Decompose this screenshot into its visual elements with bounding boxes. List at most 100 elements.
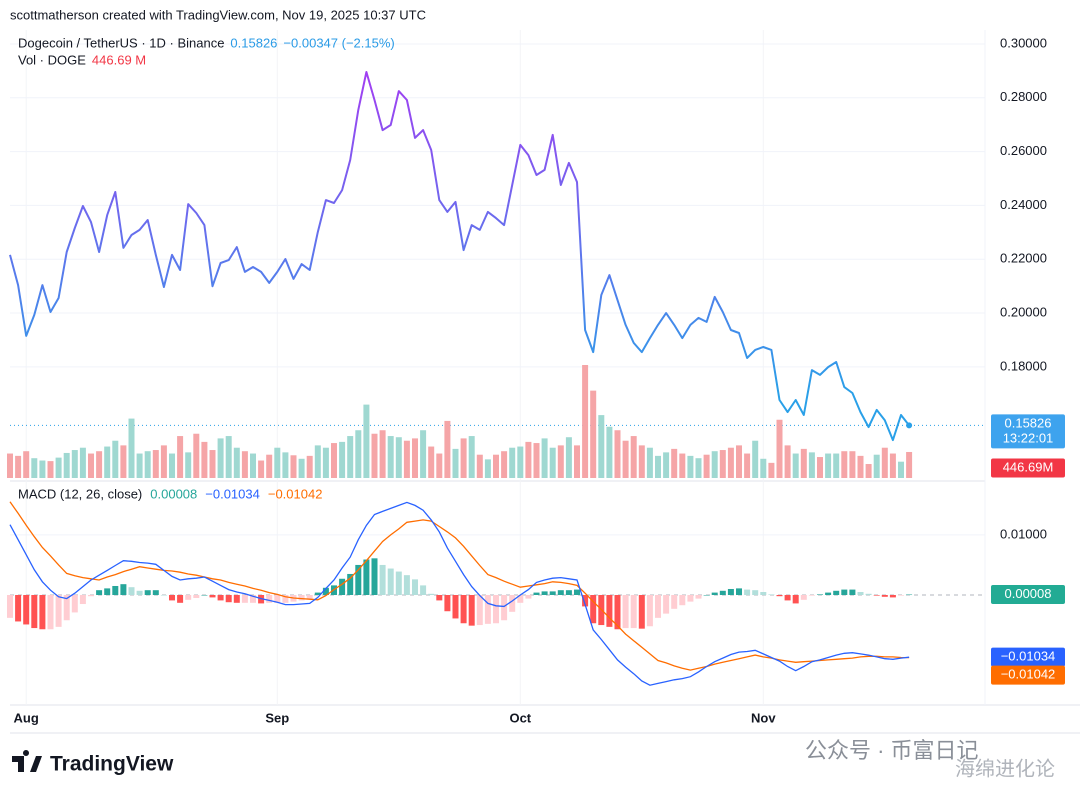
volume-bar: [476, 454, 483, 478]
volume-bar: [120, 445, 127, 478]
histogram-bar: [484, 595, 491, 624]
volume-bar: [582, 365, 589, 478]
volume-bar: [395, 437, 402, 478]
histogram-bar: [387, 568, 394, 595]
histogram-bar: [241, 595, 248, 603]
histogram-bar: [31, 595, 38, 629]
histogram-bar: [436, 595, 443, 601]
volume-bar: [841, 451, 848, 478]
volume-bar: [217, 438, 224, 478]
histogram-bar: [7, 595, 13, 618]
volume-bar: [152, 450, 159, 478]
volume-bar: [752, 440, 759, 478]
histogram-bar: [63, 595, 70, 621]
legend-text: 0.15826: [230, 35, 277, 50]
histogram-bar: [565, 590, 572, 595]
histogram-bar: [347, 573, 354, 595]
histogram-bar: [906, 594, 913, 596]
volume-bar: [484, 459, 491, 478]
histogram-bar: [792, 595, 799, 604]
x-tick-label: Nov: [751, 710, 776, 725]
volume-bar: [144, 451, 151, 478]
volume-bar: [800, 448, 807, 478]
histogram-bar: [144, 590, 151, 595]
histogram-bar: [412, 579, 418, 595]
histogram-bar: [671, 595, 678, 609]
volume-bar: [574, 445, 580, 478]
histogram-bar: [646, 595, 653, 627]
volume-bar: [136, 453, 143, 478]
logo-mark: [12, 750, 42, 772]
histogram-bar: [841, 589, 848, 595]
histogram-bar: [452, 595, 459, 619]
histogram-bar: [169, 595, 175, 601]
volume-bar: [776, 419, 783, 478]
volume-bar: [314, 445, 321, 478]
volume-bar: [128, 418, 135, 478]
volume-bar: [412, 438, 418, 478]
histogram-bar: [622, 595, 629, 629]
volume-bar: [671, 448, 678, 478]
histogram-bar: [768, 594, 775, 595]
histogram-bar: [744, 589, 751, 595]
volume-bar: [185, 452, 192, 478]
volume-bar: [493, 454, 499, 478]
volume-bar: [898, 461, 904, 478]
histogram-bar: [711, 592, 718, 595]
volume-bar: [865, 464, 872, 478]
volume-bar: [55, 457, 62, 478]
volume-bar: [339, 441, 346, 478]
volume-bar: [638, 445, 645, 478]
y-tick-label: 0.22000: [1000, 251, 1047, 266]
attribution: scottmatherson created with TradingView.…: [10, 7, 426, 22]
histogram-bar: [322, 587, 329, 595]
y-tick-label: 0.28000: [1000, 89, 1047, 104]
volume-bar: [719, 450, 726, 478]
volume-bar: [96, 451, 103, 478]
volume-bar: [727, 447, 734, 478]
histogram-bar: [128, 587, 135, 595]
volume-bar: [266, 454, 273, 478]
volume-bar: [881, 447, 888, 478]
histogram-bar: [363, 559, 370, 595]
histogram-bar: [444, 595, 451, 612]
volume-bar: [63, 452, 70, 478]
histogram-bar: [266, 595, 273, 603]
histogram-bar: [47, 595, 54, 630]
histogram-bar: [808, 595, 815, 596]
histogram-bar: [582, 595, 589, 607]
volume-bar: [541, 438, 548, 478]
histogram-bar: [557, 590, 564, 595]
histogram-badge: [991, 585, 1065, 605]
volume-bar: [104, 446, 111, 478]
volume-bar: [436, 453, 443, 478]
histogram-bar: [817, 594, 823, 595]
histogram-bar: [217, 595, 224, 601]
volume-bar: [363, 404, 370, 478]
histogram-bar: [420, 585, 427, 595]
volume-bar: [444, 420, 451, 478]
volume-bar: [630, 436, 637, 478]
volume-bar: [825, 453, 832, 478]
volume-bar: [160, 445, 167, 478]
histogram-bar: [695, 595, 702, 599]
histogram-bar: [193, 595, 200, 599]
histogram-bar: [873, 595, 880, 596]
volume-bar: [889, 453, 896, 478]
volume-bar: [233, 447, 240, 478]
legend-text: −0.01042: [268, 486, 323, 501]
histogram-bar: [679, 595, 686, 606]
histogram-bar: [638, 595, 645, 629]
histogram-bar: [379, 564, 386, 595]
volume-bar: [687, 455, 694, 478]
histogram-bar: [574, 589, 580, 595]
histogram-bar: [55, 595, 62, 627]
volume-bar: [711, 451, 718, 478]
volume-bar: [873, 454, 880, 478]
histogram-bar: [282, 595, 289, 603]
histogram-bar: [760, 591, 767, 595]
volume-bar: [225, 436, 232, 478]
